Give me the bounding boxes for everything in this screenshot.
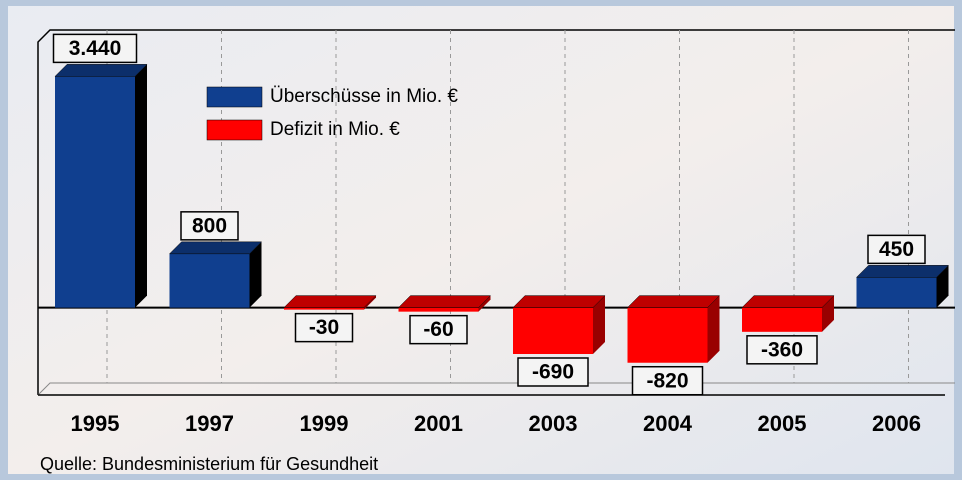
- bar: [399, 308, 479, 312]
- x-tick-label: 2004: [643, 411, 693, 436]
- bar: [628, 308, 708, 363]
- x-tick-label: 2006: [872, 411, 921, 436]
- x-tick-label: 1999: [300, 411, 349, 436]
- bar-top: [55, 64, 147, 76]
- legend-swatch: [207, 87, 262, 107]
- bar: [170, 254, 250, 308]
- bar: [742, 308, 822, 332]
- value-label: -690: [532, 361, 574, 384]
- legend-swatch: [207, 120, 262, 140]
- bar-top: [742, 296, 834, 308]
- bar-side: [135, 64, 147, 307]
- value-label: -360: [761, 338, 803, 361]
- value-label: 3.440: [69, 37, 122, 60]
- background: [8, 6, 954, 474]
- chart: Quelle: Bundesministerium für Gesundheit…: [0, 0, 962, 480]
- x-tick-label: 2001: [414, 411, 463, 436]
- x-tick-label: 2003: [529, 411, 578, 436]
- bar-top: [399, 296, 491, 308]
- bar: [55, 76, 135, 307]
- bar-top: [284, 296, 376, 308]
- value-label: -30: [309, 316, 339, 339]
- bar-top: [513, 296, 605, 308]
- bar-top: [857, 265, 949, 277]
- bar: [857, 277, 937, 307]
- bar-top: [628, 296, 720, 308]
- value-label: -60: [423, 318, 453, 341]
- x-tick-label: 2005: [758, 411, 807, 436]
- bar: [284, 308, 364, 310]
- x-tick-label: 1997: [185, 411, 234, 436]
- value-label: 800: [192, 214, 227, 237]
- legend-label: Überschüsse in Mio. €: [270, 86, 458, 107]
- legend-label: Defizit in Mio. €: [270, 119, 400, 140]
- bar-top: [170, 242, 262, 254]
- value-label: -820: [646, 369, 688, 392]
- value-label: 450: [879, 238, 914, 261]
- x-tick-label: 1995: [71, 411, 120, 436]
- source: Quelle: Bundesministerium für Gesundheit: [40, 454, 378, 474]
- bar: [513, 308, 593, 354]
